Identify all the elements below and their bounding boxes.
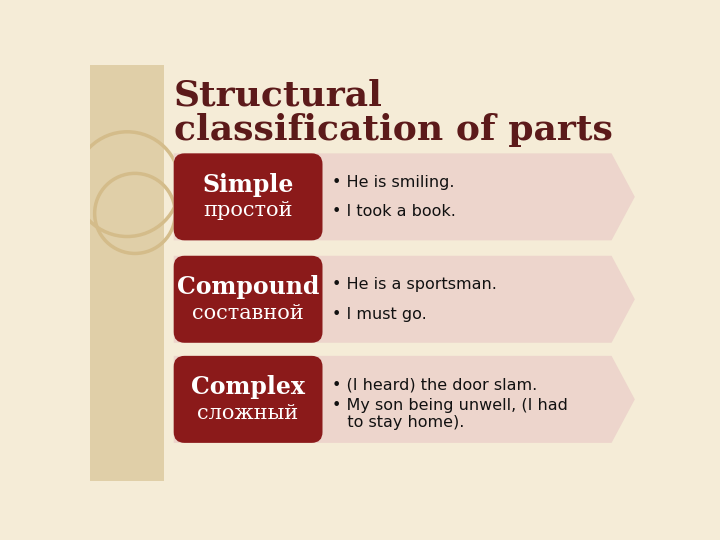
- Text: • He is a sportsman.: • He is a sportsman.: [332, 277, 497, 292]
- Polygon shape: [174, 256, 635, 343]
- Text: простой: простой: [203, 201, 293, 220]
- Text: • I must go.: • I must go.: [332, 307, 426, 321]
- Text: • I took a book.: • I took a book.: [332, 204, 456, 219]
- FancyBboxPatch shape: [174, 153, 323, 240]
- Text: ntence: ntence: [316, 168, 469, 211]
- Text: Simple: Simple: [202, 173, 294, 197]
- Text: • My son being unwell, (I had
   to stay home).: • My son being unwell, (I had to stay ho…: [332, 398, 567, 430]
- Text: classification of parts: classification of parts: [174, 112, 613, 146]
- Bar: [90, 65, 163, 481]
- Text: Compound: Compound: [177, 275, 319, 299]
- FancyBboxPatch shape: [174, 256, 323, 343]
- Text: • He is smiling.: • He is smiling.: [332, 174, 454, 190]
- Text: • (I heard) the door slam.: • (I heard) the door slam.: [332, 377, 537, 392]
- Text: сложный: сложный: [197, 404, 299, 423]
- Text: Structural: Structural: [174, 79, 382, 113]
- Text: Complex: Complex: [191, 375, 305, 399]
- Text: составной: составной: [192, 303, 304, 322]
- Polygon shape: [174, 153, 635, 240]
- Polygon shape: [174, 356, 635, 443]
- FancyBboxPatch shape: [174, 356, 323, 443]
